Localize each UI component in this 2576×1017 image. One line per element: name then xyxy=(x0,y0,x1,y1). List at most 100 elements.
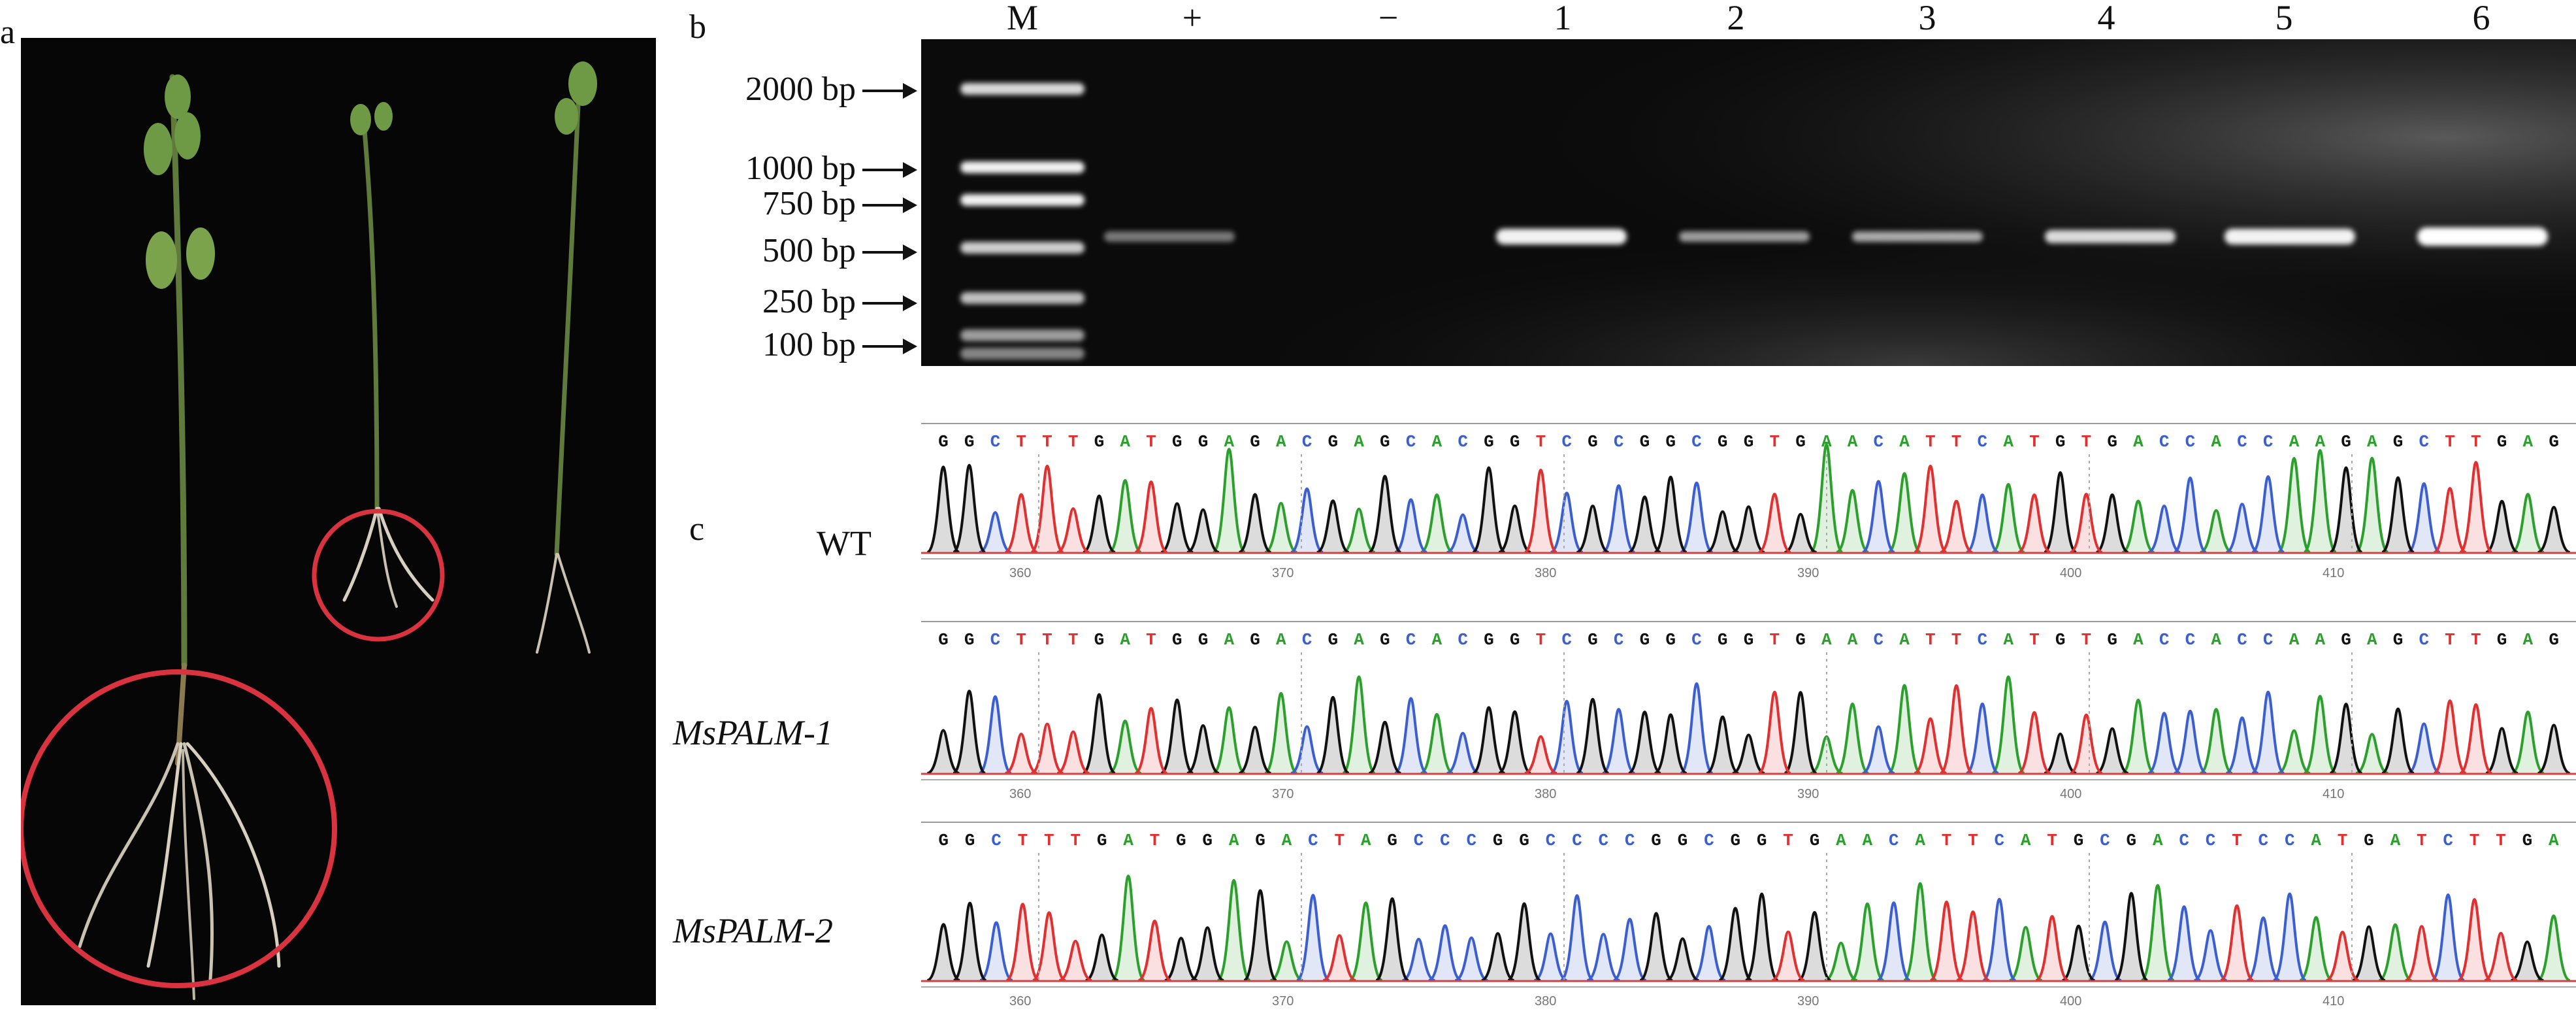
plant-mspalm-1 xyxy=(342,102,434,608)
base-call: C xyxy=(1406,630,1416,650)
base-call: T xyxy=(1018,831,1028,850)
ladder-band xyxy=(960,348,1084,359)
base-call: T xyxy=(2047,831,2057,850)
base-call: G xyxy=(964,630,975,650)
base-call: G xyxy=(2364,831,2374,850)
position-tick-label: 410 xyxy=(2323,994,2344,1009)
trace-peaks xyxy=(1111,875,2571,982)
base-call: G xyxy=(1718,630,1728,650)
base-call: G xyxy=(2497,432,2507,452)
base-call: C xyxy=(1614,630,1624,650)
position-tick-label: 400 xyxy=(2060,566,2081,580)
trace-peaks xyxy=(978,682,2441,775)
base-call: G xyxy=(2549,630,2559,650)
base-call: C xyxy=(1458,432,1468,452)
position-tick-label: 360 xyxy=(1009,787,1031,801)
base-call: C xyxy=(990,630,1001,650)
base-call: C xyxy=(991,831,1002,850)
base-call: G xyxy=(938,432,949,452)
base-call: A xyxy=(2133,630,2144,650)
base-call: C xyxy=(2185,432,2196,452)
position-tick-label: 360 xyxy=(1009,566,1031,580)
ladder-size-label: 2000 bp xyxy=(745,71,856,108)
base-call: G xyxy=(964,432,975,452)
base-call: A xyxy=(2289,432,2300,452)
base-call: T xyxy=(1942,831,1952,850)
sample-band xyxy=(2045,230,2176,243)
base-call: C xyxy=(2419,630,2430,650)
base-call: C xyxy=(1302,432,1312,452)
lane-label: 4 xyxy=(2097,0,2115,37)
base-call: G xyxy=(938,630,949,650)
base-call: G xyxy=(2549,432,2559,452)
base-call: T xyxy=(1334,831,1345,850)
ladder-arrow xyxy=(862,197,917,213)
position-tick-label: 380 xyxy=(1535,787,1556,801)
ladder-arrow xyxy=(862,162,917,178)
base-call: C xyxy=(1691,432,1702,452)
ladder-band xyxy=(960,83,1084,95)
ladder-band xyxy=(960,161,1084,173)
base-call: A xyxy=(1229,831,1239,850)
base-call: C xyxy=(1704,831,1714,850)
base-call: T xyxy=(1068,630,1079,650)
base-call: G xyxy=(2055,432,2066,452)
base-call: C xyxy=(1406,432,1416,452)
base-call: T xyxy=(1925,630,1936,650)
base-call: C xyxy=(2185,630,2196,650)
lane-label: 3 xyxy=(1918,0,1936,37)
base-call: G xyxy=(1795,432,1806,452)
base-call: C xyxy=(1889,831,1899,850)
trace-peaks xyxy=(1108,675,2545,775)
base-call: A xyxy=(2315,630,2325,650)
trace-peaks xyxy=(926,690,2571,775)
base-call: C xyxy=(1440,831,1450,850)
base-call: T xyxy=(1769,630,1780,650)
base-call: T xyxy=(1042,630,1052,650)
base-call: A xyxy=(1120,630,1130,650)
base-call: A xyxy=(2021,831,2031,850)
trace-peaks xyxy=(979,475,2441,554)
base-call: A xyxy=(1276,630,1286,650)
base-call: A xyxy=(1120,432,1130,452)
sample-band xyxy=(1104,231,1235,242)
base-call: G xyxy=(1810,831,1820,850)
position-tick-label: 370 xyxy=(1272,566,1294,580)
base-call: G xyxy=(1640,630,1650,650)
lane-label: 1 xyxy=(1554,0,1572,37)
base-call: G xyxy=(1665,432,1676,452)
base-call: G xyxy=(1510,630,1520,650)
base-call: G xyxy=(1678,831,1688,850)
base-call: T xyxy=(1783,831,1793,850)
base-call: G xyxy=(1651,831,1661,850)
base-call: C xyxy=(1466,831,1476,850)
panel-label-c: c xyxy=(689,510,705,548)
base-call: G xyxy=(1484,630,1494,650)
base-call: A xyxy=(1863,831,1873,850)
base-call: A xyxy=(2367,630,2377,650)
base-call: A xyxy=(2003,630,2014,650)
base-call: T xyxy=(1536,630,1546,650)
position-tick-label: 380 xyxy=(1535,566,1556,580)
base-call: A xyxy=(2315,432,2325,452)
trace-label: MsPALM-2 xyxy=(673,911,834,950)
trace-label: MsPALM-1 xyxy=(673,713,834,752)
base-call: A xyxy=(1361,831,1371,850)
base-call: C xyxy=(2419,432,2430,452)
base-call: C xyxy=(1302,630,1312,650)
base-call: A xyxy=(1821,630,1832,650)
base-call: T xyxy=(1968,831,1978,850)
base-call: G xyxy=(1730,831,1740,850)
base-call: A xyxy=(2211,432,2221,452)
base-call: G xyxy=(1484,432,1494,452)
base-call: A xyxy=(1899,630,1910,650)
base-call: T xyxy=(1070,831,1081,850)
trace-peaks xyxy=(926,889,2545,982)
lane-label: 2 xyxy=(1727,0,1745,37)
base-call: C xyxy=(1625,831,1635,850)
trace-peaks xyxy=(979,892,2466,982)
trace-peaks xyxy=(1004,684,2493,775)
base-call: C xyxy=(1978,432,1988,452)
base-call: T xyxy=(1016,432,1026,452)
